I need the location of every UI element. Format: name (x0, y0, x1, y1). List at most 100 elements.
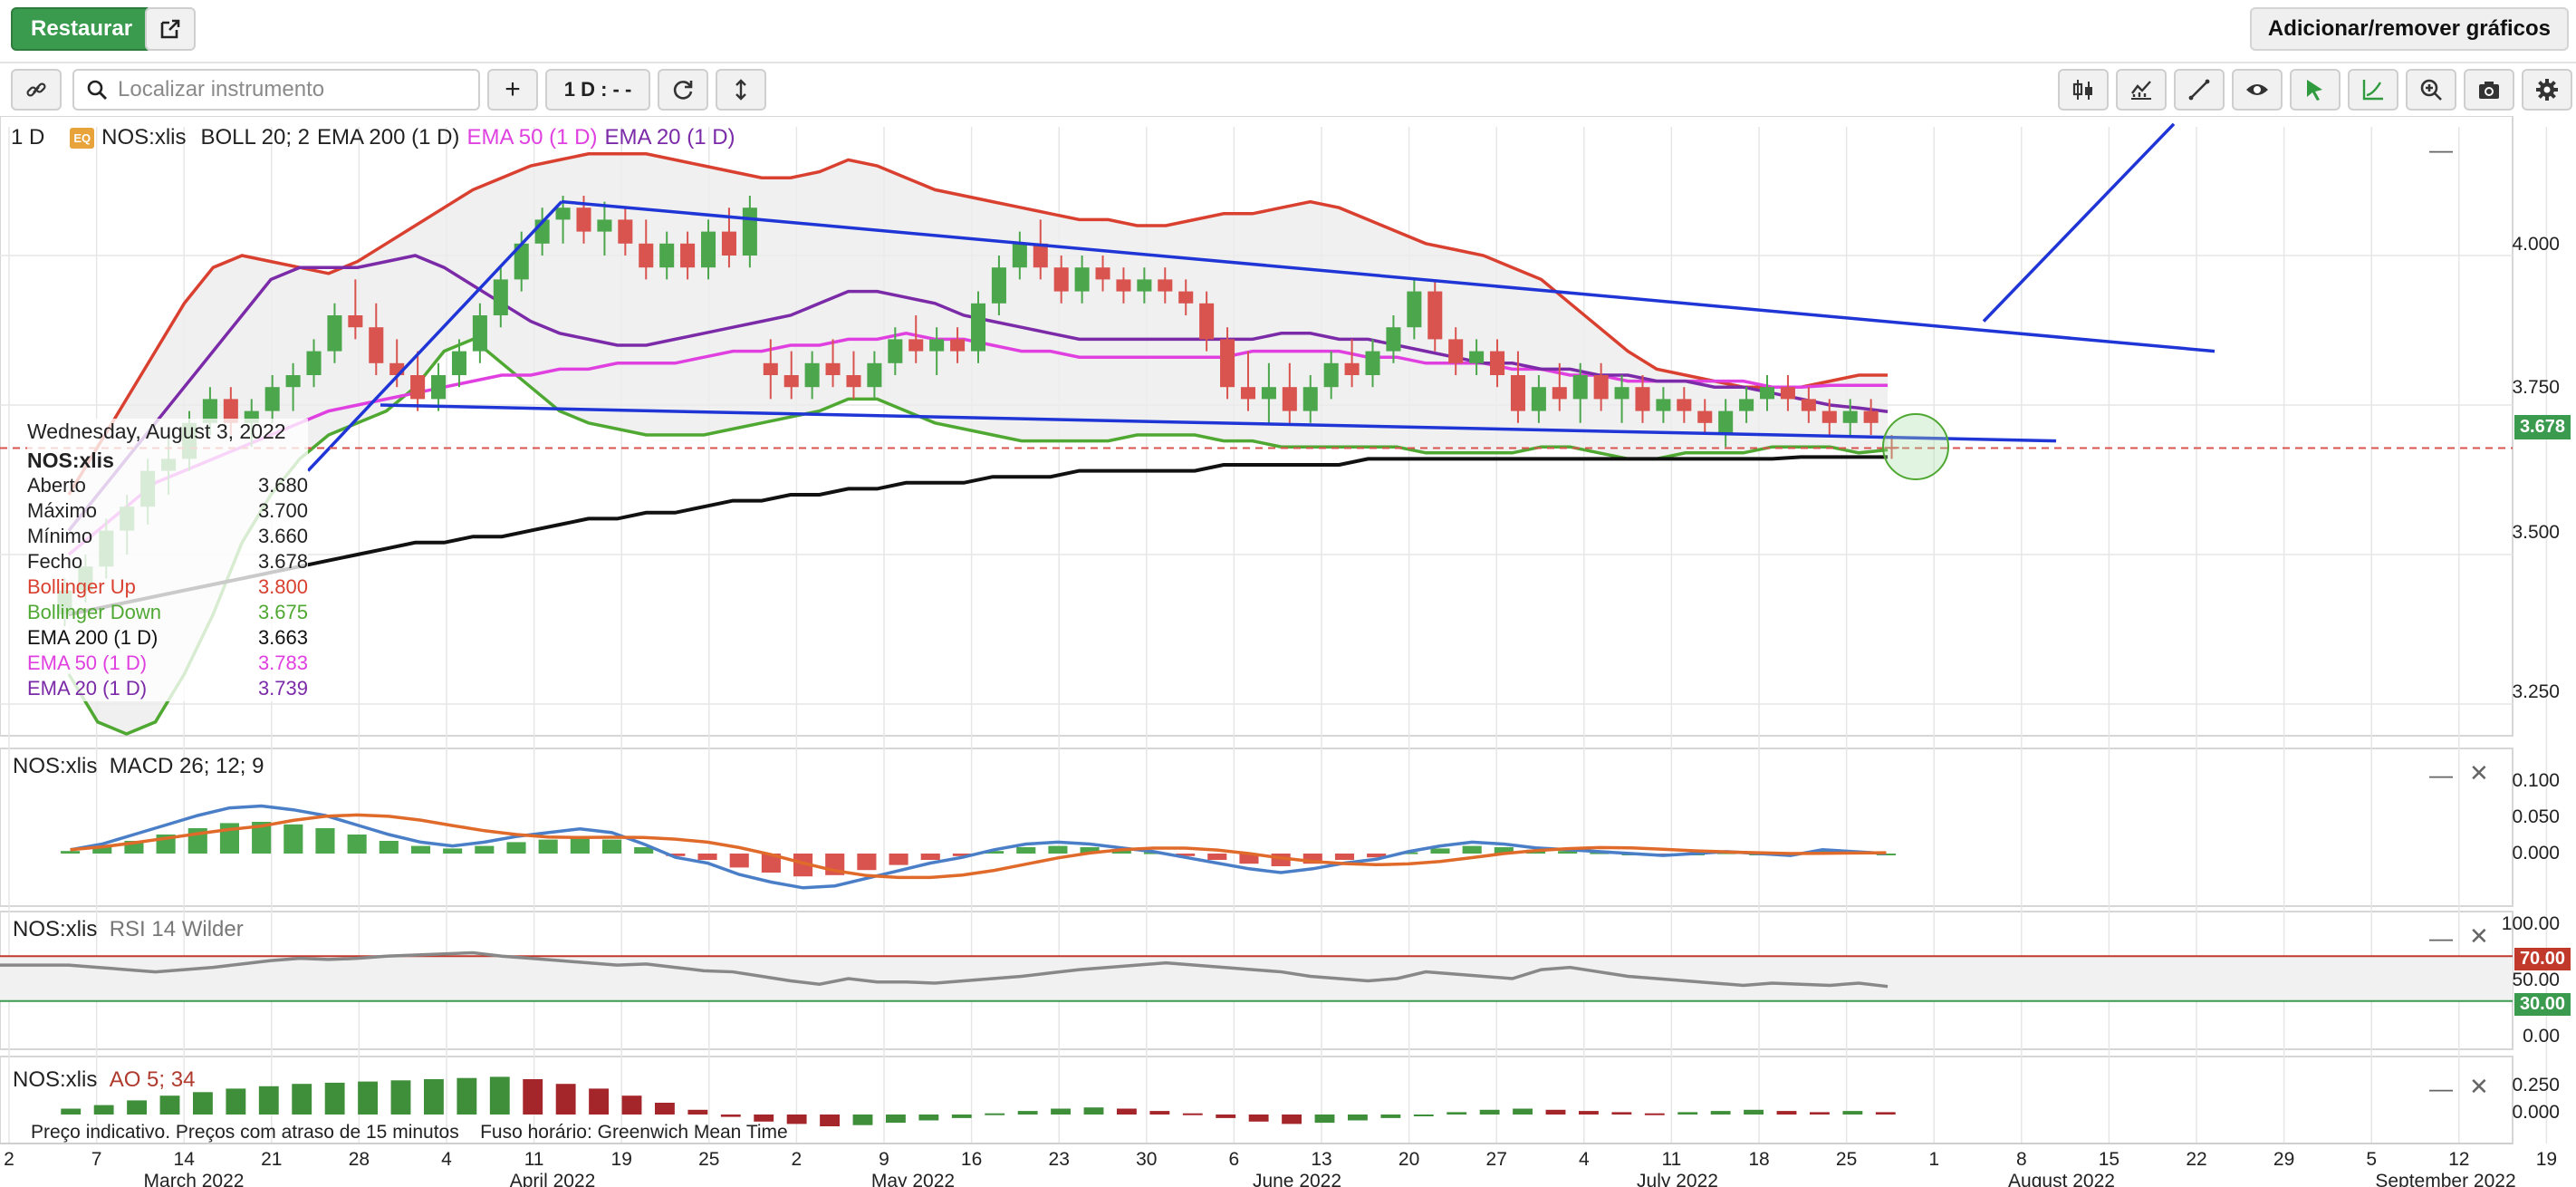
candle (991, 256, 1006, 315)
candle (1302, 375, 1318, 423)
candle (618, 207, 633, 256)
macd-close-icon[interactable]: ✕ (2469, 759, 2489, 787)
price-pane-minimize[interactable]: — (2429, 136, 2453, 163)
add-remove-charts-button[interactable]: Adicionar/remover gráficos (2249, 7, 2569, 51)
ao-bar (1380, 1115, 1401, 1118)
tooltip-value: 3.800 (257, 575, 308, 598)
candle (1407, 279, 1422, 340)
indicators-button[interactable] (2116, 69, 2167, 111)
link-button[interactable] (11, 69, 62, 111)
ao-bar (754, 1115, 774, 1122)
crosshair-button[interactable] (2348, 69, 2398, 111)
candle-body (929, 339, 945, 352)
day-tick-label: 1 (1928, 1149, 1939, 1170)
bollinger-down-line (67, 337, 1889, 736)
link-icon (26, 82, 46, 97)
candle-body (306, 351, 322, 375)
candle (659, 231, 675, 280)
macd-histogram-bar (315, 828, 335, 854)
candle (1759, 375, 1775, 411)
interval-selector[interactable]: 1 D : - - (545, 69, 650, 111)
ao-close-icon[interactable]: ✕ (2469, 1073, 2489, 1100)
ao-bar (918, 1115, 939, 1121)
macd-minimize-icon[interactable]: — (2429, 761, 2453, 788)
candle-body (431, 375, 447, 400)
candle-body (1407, 291, 1422, 328)
ao-bar (1216, 1115, 1236, 1118)
visibility-button[interactable] (2232, 69, 2283, 111)
macd-histogram-bar (1080, 847, 1100, 854)
add-instrument-button[interactable]: + (487, 69, 538, 111)
cursor-button[interactable] (2290, 69, 2341, 111)
month-tick-label: August 2022 (2008, 1171, 2115, 1187)
candle-body (223, 399, 238, 423)
ao-bar (621, 1095, 642, 1115)
candle (285, 362, 301, 411)
candle-body (639, 243, 654, 268)
tooltip-value: 3.660 (257, 525, 308, 547)
rsi-label: RSI 14 Wilder (109, 917, 244, 941)
candle (1158, 267, 1173, 304)
chart-type-button[interactable] (2058, 69, 2109, 111)
bollinger-up-line (67, 152, 1889, 496)
rsi-line (0, 951, 1889, 989)
candle-body (1697, 410, 1713, 423)
candle-body (888, 339, 903, 363)
screenshot-button[interactable] (2464, 69, 2514, 111)
price-pane[interactable] (0, 122, 2513, 736)
macd-tick: 0.100 (2512, 770, 2560, 791)
candle (1365, 339, 1380, 388)
tooltip-value: 3.700 (257, 499, 308, 522)
ao-bar (193, 1092, 213, 1115)
chart-canvas[interactable]: 2 7 14 21 28 4 11 19 25 2 9 16 23 30 6 13 20 27 4 11 18 25 1 8 1… (0, 116, 2576, 1187)
rsi-pane[interactable] (0, 951, 2513, 1002)
restore-button[interactable]: Restaurar (11, 7, 153, 51)
ao-bar (852, 1115, 873, 1125)
macd-pane[interactable] (61, 804, 1896, 890)
tooltip-value: 3.675 (257, 601, 308, 623)
ao-bar (555, 1084, 576, 1115)
day-tick-label: 19 (611, 1149, 632, 1170)
settings-button[interactable] (2522, 69, 2572, 111)
zoom-button[interactable] (2406, 69, 2456, 111)
candle-body (680, 243, 696, 268)
day-tick-label: 22 (2186, 1149, 2206, 1170)
trendline-projection (1982, 122, 2176, 323)
candle-body (597, 219, 612, 232)
candle-body (991, 267, 1006, 304)
ao-bar (61, 1108, 82, 1115)
candle-body (970, 303, 986, 352)
candle-body (1178, 291, 1194, 304)
candle-body (369, 327, 384, 363)
trendline-upper (561, 199, 2216, 353)
refresh-button[interactable] (658, 69, 708, 111)
day-tick-label: 23 (1049, 1149, 1070, 1170)
ao-bar (1149, 1111, 1170, 1115)
ao-bar (258, 1086, 279, 1115)
vertical-resize-button[interactable] (716, 69, 766, 111)
ao-bar (390, 1080, 411, 1115)
rsi-minimize-icon[interactable]: — (2429, 924, 2453, 951)
day-tick-label: 16 (961, 1149, 982, 1170)
ao-label: AO 5; 34 (109, 1067, 196, 1092)
candle-body (659, 243, 675, 268)
ao-bar (655, 1103, 675, 1115)
search-input[interactable] (118, 77, 444, 102)
ao-bar (1413, 1115, 1434, 1116)
ao-bar (93, 1105, 114, 1115)
popout-button[interactable] (145, 7, 196, 51)
macd-histogram-bar (1494, 847, 1514, 854)
ao-bar (1545, 1109, 1566, 1115)
ao-bar (720, 1115, 741, 1117)
candle-body (1448, 339, 1464, 363)
rsi-close-icon[interactable]: ✕ (2469, 922, 2489, 950)
candle (1178, 279, 1194, 315)
ao-pane[interactable] (61, 1076, 1896, 1126)
tooltip-date: Wednesday, August 3, 2022 (27, 420, 286, 443)
time-axis[interactable]: 2 7 14 21 28 4 11 19 25 2 9 16 23 30 6 13 20 27 4 11 18 25 1 8 1… (0, 1143, 2557, 1187)
instrument-search[interactable] (72, 69, 480, 111)
draw-line-button[interactable] (2174, 69, 2225, 111)
day-tick-label: 9 (879, 1149, 889, 1170)
tooltip-label: Bollinger Up (27, 575, 136, 598)
ao-minimize-icon[interactable]: — (2429, 1075, 2453, 1102)
